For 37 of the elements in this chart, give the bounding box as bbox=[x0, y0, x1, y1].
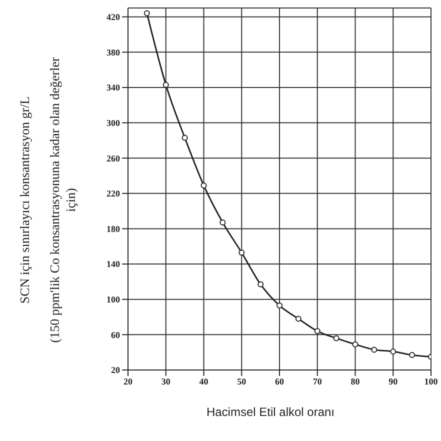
y-tick-label: 60 bbox=[111, 330, 120, 340]
x-tick-label: 20 bbox=[124, 376, 133, 386]
y-tick-label: 260 bbox=[106, 153, 120, 164]
x-tick-label: 80 bbox=[350, 376, 360, 386]
point bbox=[220, 220, 226, 226]
point bbox=[390, 348, 396, 354]
y-tick-label: 380 bbox=[106, 47, 120, 58]
point bbox=[162, 82, 169, 88]
x-tick-label: 40 bbox=[199, 376, 209, 386]
x-tick-label: 60 bbox=[275, 376, 284, 386]
x-tick-label: 50 bbox=[237, 376, 247, 386]
point bbox=[409, 352, 416, 358]
x-tick-label: 90 bbox=[388, 376, 398, 386]
y-tick-label: 20 bbox=[111, 365, 120, 376]
point bbox=[314, 328, 320, 334]
y-tick-label: 420 bbox=[106, 12, 120, 22]
point bbox=[295, 316, 302, 322]
y-tick-label: 340 bbox=[106, 82, 120, 93]
y-tick-label: 180 bbox=[106, 224, 120, 234]
point bbox=[182, 134, 188, 141]
point bbox=[144, 10, 150, 16]
y-axis-title: SCN için sınırlayıcı konsantrasyon gr/L (150 ppm'lik Co konsantrasyonuna kadar olan değerler için) bbox=[17, 56, 79, 345]
y-tick-label: 100 bbox=[106, 294, 120, 305]
y-tick-label: 220 bbox=[106, 188, 120, 199]
point bbox=[276, 302, 282, 309]
point bbox=[258, 281, 264, 288]
point bbox=[371, 346, 378, 353]
point bbox=[333, 335, 340, 342]
point bbox=[238, 250, 245, 256]
point bbox=[352, 341, 358, 348]
y-tick-label: 140 bbox=[106, 259, 120, 270]
x-tick-label: 30 bbox=[161, 376, 171, 386]
x-axis-title: Hacimsel Etil alkol oranı bbox=[205, 405, 336, 419]
x-tick-label: 70 bbox=[312, 376, 322, 386]
x-tick-label: 100 bbox=[424, 376, 438, 386]
y-tick-label: 300 bbox=[106, 118, 120, 128]
point bbox=[200, 182, 207, 188]
